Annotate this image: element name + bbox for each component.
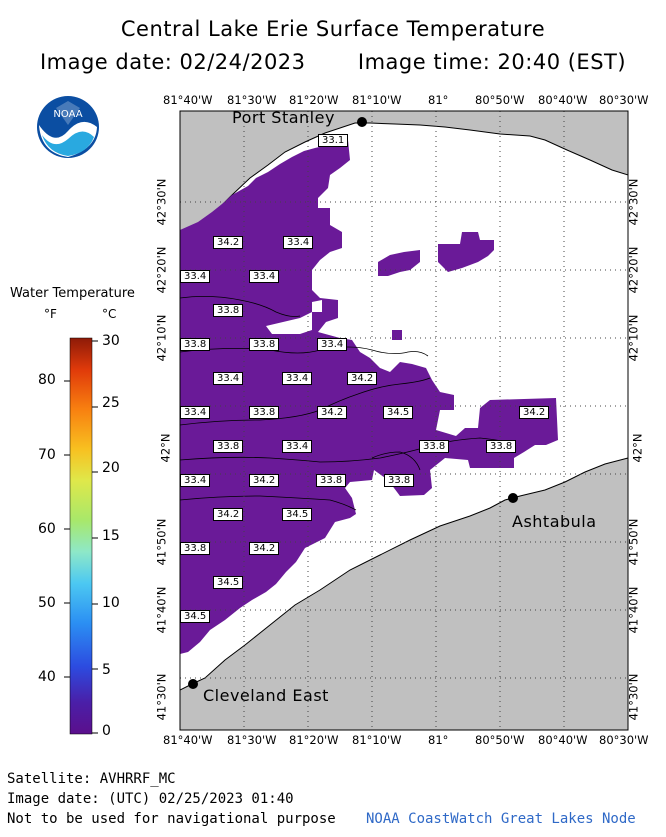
noaa-logo: NOAA <box>37 96 99 158</box>
legend-f-tick: 40 <box>38 669 56 685</box>
temperature-value-label: 33.8 <box>419 440 450 453</box>
lon-label-top: 80°40'W <box>538 93 588 107</box>
temperature-value-label: 33.8 <box>384 474 415 487</box>
map-subtitle: Image date: 02/24/2023 Image time: 20:40… <box>0 50 666 74</box>
lon-label-bottom: 80°50'W <box>475 733 525 747</box>
legend-f-tick: 70 <box>38 447 56 463</box>
image-time-label: Image time: 20:40 (EST) <box>357 50 627 74</box>
temperature-value-label: 33.4 <box>282 440 313 453</box>
temperature-value-label: 34.2 <box>317 406 348 419</box>
temperature-value-label: 34.2 <box>213 508 244 521</box>
lon-label-top: 81°40'W <box>163 93 213 107</box>
temperature-value-label: 34.2 <box>347 372 378 385</box>
lon-label-bottom: 80°30'W <box>599 733 649 747</box>
temperature-value-label: 33.8 <box>486 440 517 453</box>
legend-f-tick: 80 <box>38 372 56 388</box>
temperature-value-label: 33.4 <box>282 372 313 385</box>
noaa-logo-text: NOAA <box>53 109 82 120</box>
temperature-value-label: 33.4 <box>249 270 280 283</box>
temperature-value-label: 34.2 <box>249 542 280 555</box>
legend-c-tick: 10 <box>102 595 120 611</box>
lon-label-bottom: 80°40'W <box>538 733 588 747</box>
lon-label-top: 80°50'W <box>475 93 525 107</box>
port-stanley-marker <box>357 117 367 127</box>
temperature-value-label: 34.5 <box>213 576 244 589</box>
temperature-value-label: 33.8 <box>180 338 211 351</box>
lat-label-left: 42°N <box>158 433 173 463</box>
lat-label-left: 41°50'N <box>154 518 169 566</box>
temperature-value-label: 33.1 <box>318 134 349 147</box>
place-ashtabula: Ashtabula <box>512 512 597 531</box>
temperature-value-label: 33.4 <box>317 338 348 351</box>
lat-label-right: 41°50'N <box>626 518 641 566</box>
satellite-label: Satellite: AVHRRF_MC <box>7 771 176 787</box>
temperature-value-label: 34.5 <box>383 406 414 419</box>
image-date-label: Image date: 02/24/2023 <box>39 50 306 74</box>
lon-label-top: 81°10'W <box>352 93 402 107</box>
colorbar-ticks <box>64 340 98 734</box>
lat-label-right: 42°10'N <box>626 314 641 362</box>
lat-label-right: 41°30'N <box>626 673 641 721</box>
legend-c-tick: 30 <box>102 333 120 349</box>
ashtabula-marker <box>508 493 518 503</box>
lat-label-left: 42°20'N <box>154 246 169 294</box>
legend-f-tick: 50 <box>38 595 56 611</box>
place-port-stanley: Port Stanley <box>232 108 335 127</box>
lon-label-top: 81°20'W <box>289 93 339 107</box>
utc-date-label: Image date: (UTC) 02/25/2023 01:40 <box>7 791 294 807</box>
temperature-value-label: 33.4 <box>180 270 211 283</box>
lon-label-bottom: 81°20'W <box>289 733 339 747</box>
temperature-value-label: 33.8 <box>249 406 280 419</box>
lon-label-top: 81°30'W <box>227 93 277 107</box>
cleveland-marker <box>188 679 198 689</box>
temperature-value-label: 33.8 <box>249 338 280 351</box>
temperature-value-label: 33.8 <box>180 542 211 555</box>
legend-c-tick: 5 <box>102 662 111 678</box>
temperature-value-label: 33.4 <box>283 236 314 249</box>
legend-c-tick: 0 <box>102 723 111 739</box>
legend-c-tick: 15 <box>102 528 120 544</box>
lat-label-right: 42°20'N <box>626 246 641 294</box>
temperature-value-label: 33.8 <box>213 304 244 317</box>
lat-label-left: 42°10'N <box>154 314 169 362</box>
temperature-value-label: 33.8 <box>213 440 244 453</box>
temperature-value-label: 33.4 <box>180 474 211 487</box>
temperature-value-label: 33.4 <box>213 372 244 385</box>
lat-label-right: 42°N <box>630 433 645 463</box>
map-title: Central Lake Erie Surface Temperature <box>120 17 546 41</box>
lon-label-bottom: 81°30'W <box>227 733 277 747</box>
lon-label-top: 81° <box>428 93 449 107</box>
water-temperature-field <box>180 140 558 654</box>
lon-label-bottom: 81° <box>428 733 449 747</box>
temperature-value-label: 34.2 <box>213 236 244 249</box>
legend-unit-f: °F <box>44 307 57 321</box>
lat-label-right: 41°40'N <box>626 586 641 634</box>
temperature-value-label: 33.4 <box>180 406 211 419</box>
lat-label-left: 41°30'N <box>154 673 169 721</box>
lon-label-top: 80°30'W <box>599 93 649 107</box>
lon-label-bottom: 81°10'W <box>352 733 402 747</box>
temperature-value-label: 34.2 <box>519 406 550 419</box>
place-cleveland-east: Cleveland East <box>203 686 329 705</box>
disclaimer-label: Not to be used for navigational purpose <box>7 811 336 827</box>
lon-label-bottom: 81°40'W <box>163 733 213 747</box>
lat-label-left: 42°30'N <box>154 178 169 226</box>
colorbar <box>69 337 93 735</box>
legend-unit-c: °C <box>102 307 117 321</box>
temperature-value-label: 33.8 <box>316 474 347 487</box>
temperature-value-label: 34.5 <box>180 610 211 623</box>
lat-label-right: 42°30'N <box>626 178 641 226</box>
temperature-value-label: 34.5 <box>282 508 313 521</box>
graticule <box>180 111 628 730</box>
lat-label-left: 41°40'N <box>154 586 169 634</box>
legend-c-tick: 25 <box>102 395 120 411</box>
legend-f-tick: 60 <box>38 521 56 537</box>
map-frame <box>179 110 629 731</box>
legend-title: Water Temperature <box>10 286 135 301</box>
legend-c-tick: 20 <box>102 460 120 476</box>
temperature-value-label: 34.2 <box>249 474 280 487</box>
credit-label: NOAA CoastWatch Great Lakes Node <box>366 811 636 827</box>
